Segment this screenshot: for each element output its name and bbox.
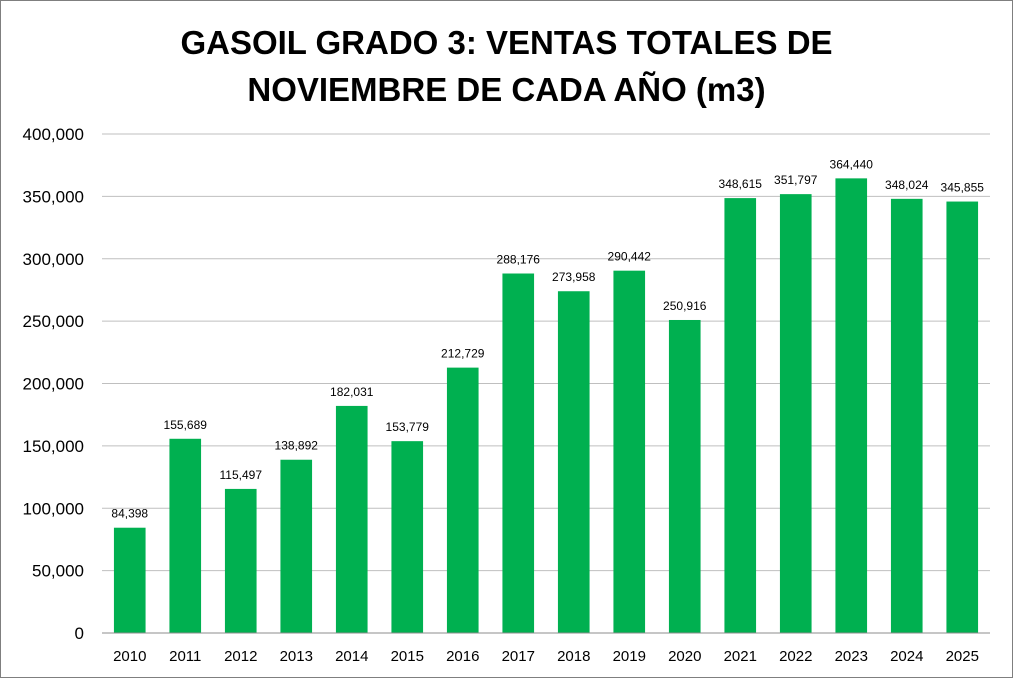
bars [113, 178, 979, 634]
bar [335, 405, 368, 633]
data-label: 348,024 [885, 178, 929, 192]
y-tick-label: 50,000 [32, 562, 84, 581]
y-tick-label: 0 [75, 624, 84, 643]
bar [224, 488, 257, 633]
bar [446, 367, 479, 633]
bar [890, 198, 923, 633]
data-label: 212,729 [441, 347, 485, 361]
data-label: 138,892 [275, 439, 319, 453]
bar [613, 270, 646, 633]
y-tick-label: 350,000 [23, 187, 84, 206]
data-label: 288,176 [497, 253, 541, 267]
bar [557, 291, 590, 633]
bar [835, 178, 868, 634]
bar [502, 273, 535, 633]
x-tick-label: 2020 [668, 648, 701, 665]
x-tick-label: 2013 [280, 648, 313, 665]
bar [113, 527, 146, 633]
x-axis-ticks: 2010 2011 2012 2013 2014 2015 2016 2017 2018 2019… [113, 648, 979, 665]
y-tick-label: 100,000 [23, 499, 84, 518]
data-label: 182,031 [330, 385, 374, 399]
y-axis-ticks: 0 50,000 100,000 150,000 200,000 250,000 300,0… [23, 125, 84, 643]
bar [280, 459, 313, 633]
data-label: 348,615 [719, 177, 763, 191]
y-tick-label: 150,000 [23, 437, 84, 456]
data-labels: 84,398 155,689 115,497 138,892 182,031 153,77… [111, 157, 984, 520]
data-label: 115,497 [220, 468, 263, 482]
x-tick-label: 2021 [724, 648, 757, 665]
data-label: 250,916 [663, 299, 707, 313]
x-tick-label: 2010 [113, 648, 146, 665]
y-tick-label: 200,000 [23, 375, 84, 394]
chart-title-line-1: GASOIL GRADO 3: VENTAS TOTALES DE [180, 24, 833, 61]
x-tick-label: 2017 [502, 648, 535, 665]
data-label: 364,440 [830, 157, 874, 171]
x-tick-label: 2022 [779, 648, 812, 665]
data-label: 351,797 [774, 173, 818, 187]
bar [779, 194, 812, 633]
x-tick-label: 2012 [224, 648, 257, 665]
chart-title-line-2: NOVIEMBRE DE CADA AÑO (m3) [247, 71, 766, 108]
bar [946, 201, 979, 633]
data-label: 153,779 [386, 420, 430, 434]
y-tick-label: 300,000 [23, 250, 84, 269]
data-label: 345,855 [941, 181, 985, 195]
data-label: 155,689 [164, 418, 208, 432]
bar [668, 319, 701, 633]
data-label: 273,958 [552, 270, 596, 284]
y-tick-label: 400,000 [23, 125, 84, 144]
data-label: 84,398 [111, 507, 148, 521]
x-tick-label: 2024 [890, 648, 923, 665]
x-tick-label: 2014 [335, 648, 368, 665]
x-tick-label: 2025 [946, 648, 979, 665]
x-tick-label: 2019 [613, 648, 646, 665]
bar [169, 438, 202, 633]
x-tick-label: 2016 [446, 648, 479, 665]
chart-title: GASOIL GRADO 3: VENTAS TOTALES DE NOVIEM… [1, 19, 1012, 113]
x-tick-label: 2011 [169, 648, 201, 665]
bar [724, 198, 757, 633]
data-label: 290,442 [608, 250, 652, 264]
x-tick-label: 2015 [391, 648, 424, 665]
y-tick-label: 250,000 [23, 312, 84, 331]
x-tick-label: 2018 [557, 648, 590, 665]
bar [391, 441, 424, 633]
x-tick-label: 2023 [835, 648, 868, 665]
